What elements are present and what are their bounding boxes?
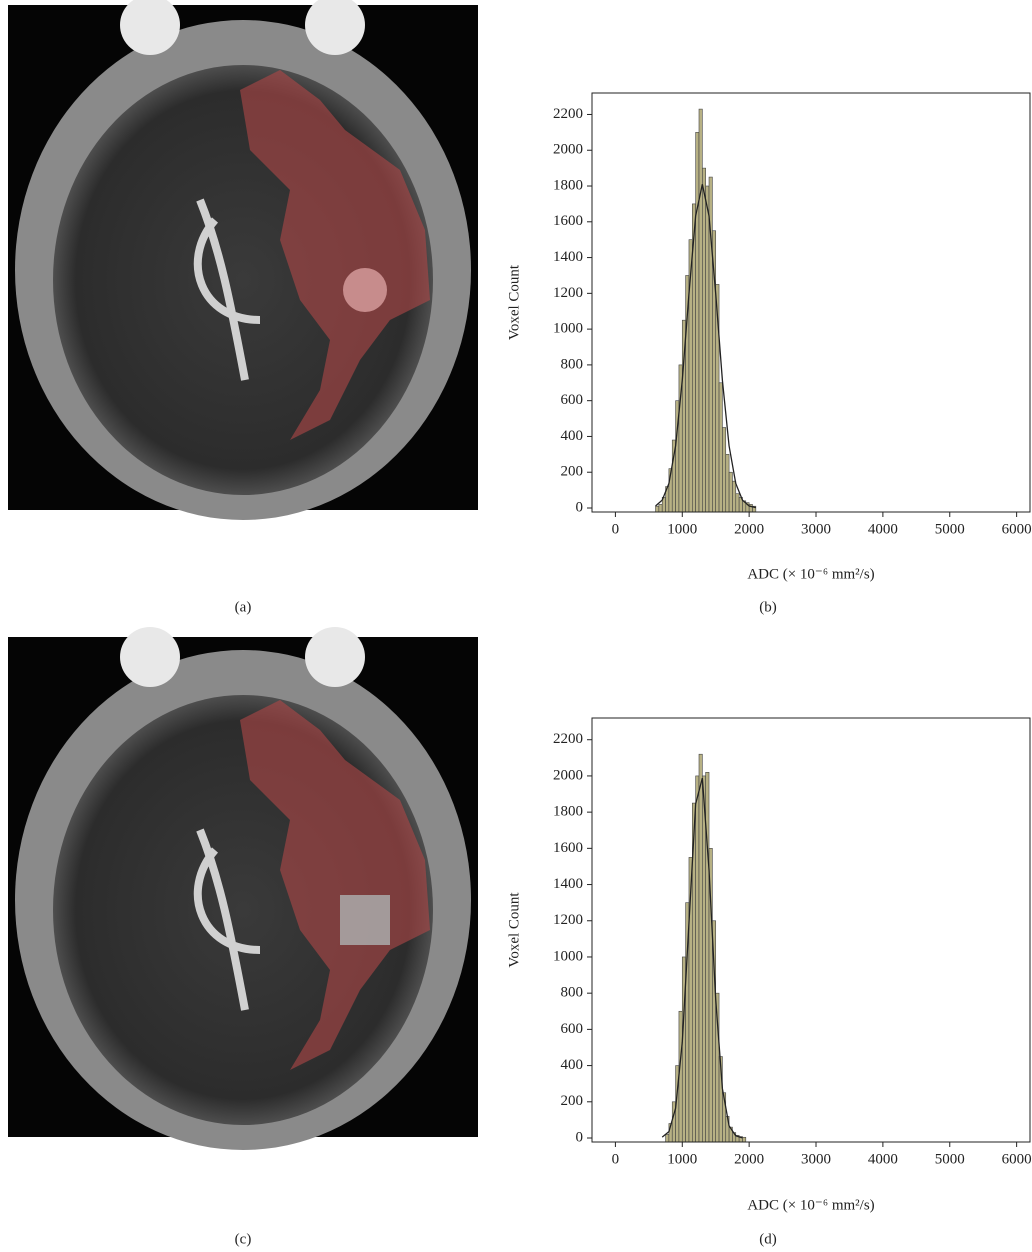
y-tick-label: 200: [561, 1093, 584, 1109]
histogram-bar: [725, 454, 730, 513]
panel-caption: (d): [759, 1231, 777, 1247]
y-tick-label: 1200: [553, 912, 583, 928]
y-tick-label: 1600: [553, 213, 583, 229]
x-tick-label: 4000: [868, 521, 898, 537]
histogram-bar: [702, 167, 706, 513]
y-tick-label: 1400: [553, 876, 583, 892]
x-axis-label: ADC (× 10⁻⁶ mm²/s): [747, 566, 874, 582]
histogram-bar: [728, 471, 733, 513]
histogram-bar: [732, 480, 737, 513]
x-tick-label: 0: [612, 521, 620, 537]
x-tick-label: 6000: [1002, 521, 1032, 537]
x-tick-label: 6000: [1002, 1151, 1032, 1167]
histogram-bar: [702, 775, 706, 1143]
y-tick-label: 600: [561, 392, 584, 408]
x-tick-label: 1000: [667, 1151, 697, 1167]
kde-curve: [655, 184, 756, 509]
y-tick-label: 1200: [553, 285, 583, 301]
y-tick-label: 800: [561, 985, 584, 1001]
x-axis-label: ADC (× 10⁻⁶ mm²/s): [747, 1197, 874, 1213]
histogram-bar: [658, 504, 663, 513]
y-tick-label: 1000: [553, 948, 583, 964]
y-tick-label: 1800: [553, 177, 583, 193]
histogram-bar: [698, 108, 703, 513]
y-tick-label: 1000: [553, 321, 583, 337]
y-tick-label: 1600: [553, 840, 583, 856]
y-axis-label: Voxel Count: [506, 264, 522, 340]
panel-caption: (a): [235, 599, 252, 615]
x-tick-label: 3000: [801, 521, 831, 537]
x-tick-label: 0: [612, 1151, 620, 1167]
x-tick-label: 4000: [868, 1151, 898, 1167]
x-tick-label: 5000: [935, 521, 965, 537]
histogram-bar: [722, 427, 727, 513]
histogram-bar: [705, 185, 710, 513]
y-tick-label: 2200: [553, 106, 583, 122]
y-tick-label: 0: [576, 499, 584, 515]
plot-frame: [591, 717, 1031, 1143]
histogram-bar: [742, 1136, 747, 1143]
y-axis-label: Voxel Count: [506, 892, 522, 968]
x-tick-label: 3000: [801, 1151, 831, 1167]
y-tick-label: 0: [576, 1129, 584, 1145]
y-tick-label: 2200: [553, 731, 583, 747]
plot-frame: [591, 92, 1031, 513]
mri-image-c: [8, 627, 478, 1150]
histogram-bar: [665, 1134, 670, 1143]
histogram-bar: [698, 753, 703, 1143]
y-tick-label: 2000: [553, 767, 583, 783]
x-tick-label: 1000: [667, 521, 697, 537]
y-tick-label: 1800: [553, 804, 583, 820]
panel-caption: (c): [235, 1231, 252, 1247]
x-tick-label: 5000: [935, 1151, 965, 1167]
histogram-bar: [718, 382, 723, 513]
y-tick-label: 2000: [553, 142, 583, 158]
x-tick-label: 2000: [734, 1151, 764, 1167]
y-tick-label: 400: [561, 428, 584, 444]
x-tick-label: 2000: [734, 521, 764, 537]
panel-caption: (b): [759, 599, 777, 615]
histogram-bar: [655, 505, 660, 513]
histogram-bar: [735, 493, 740, 513]
mri-image-a: [8, 0, 478, 520]
y-tick-label: 400: [561, 1057, 584, 1073]
y-tick-label: 800: [561, 356, 584, 372]
y-tick-label: 600: [561, 1021, 584, 1037]
histogram-bar: [695, 132, 700, 513]
y-tick-label: 1400: [553, 249, 583, 265]
histogram-bar: [695, 775, 700, 1143]
y-tick-label: 200: [561, 464, 584, 480]
kde-curve: [661, 777, 743, 1139]
